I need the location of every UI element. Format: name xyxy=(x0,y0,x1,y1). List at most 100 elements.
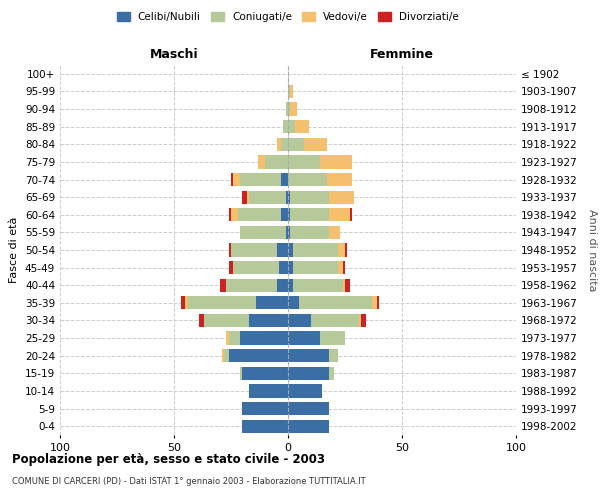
Bar xyxy=(288,296,299,310)
Bar xyxy=(320,156,352,168)
Bar xyxy=(288,349,329,362)
Bar xyxy=(290,85,293,98)
Bar xyxy=(277,244,288,256)
Bar xyxy=(359,314,361,327)
Y-axis label: Anni di nascita: Anni di nascita xyxy=(587,209,597,291)
Bar xyxy=(299,296,373,310)
Bar xyxy=(240,366,242,380)
Bar xyxy=(288,402,329,415)
Bar xyxy=(277,138,281,151)
Bar xyxy=(286,226,288,239)
Bar xyxy=(311,314,359,327)
Bar xyxy=(229,244,231,256)
Bar xyxy=(290,208,329,222)
Bar xyxy=(226,332,229,344)
Bar xyxy=(286,102,288,116)
Bar xyxy=(277,278,288,292)
Text: Popolazione per età, sesso e stato civile - 2003: Popolazione per età, sesso e stato civil… xyxy=(12,452,325,466)
Bar xyxy=(240,332,288,344)
Bar xyxy=(199,314,203,327)
Bar xyxy=(281,138,288,151)
Bar xyxy=(185,296,188,310)
Bar xyxy=(329,208,350,222)
Bar xyxy=(281,173,288,186)
Bar xyxy=(288,156,320,168)
Bar xyxy=(338,244,345,256)
Bar xyxy=(343,261,345,274)
Bar xyxy=(288,332,320,344)
Bar xyxy=(247,190,249,204)
Bar xyxy=(288,85,290,98)
Bar xyxy=(231,173,233,186)
Bar xyxy=(329,226,340,239)
Bar xyxy=(288,261,293,274)
Bar xyxy=(288,138,304,151)
Bar xyxy=(288,173,327,186)
Bar xyxy=(329,349,338,362)
Bar xyxy=(290,226,329,239)
Bar xyxy=(329,366,334,380)
Bar xyxy=(288,226,290,239)
Bar xyxy=(229,261,233,274)
Bar xyxy=(361,314,365,327)
Bar xyxy=(231,244,277,256)
Bar xyxy=(188,296,256,310)
Bar xyxy=(229,208,231,222)
Bar xyxy=(288,102,290,116)
Bar xyxy=(231,208,238,222)
Bar xyxy=(295,120,308,134)
Bar xyxy=(203,314,249,327)
Bar xyxy=(222,349,224,362)
Bar xyxy=(242,190,247,204)
Bar xyxy=(242,420,288,433)
Bar xyxy=(279,261,288,274)
Bar xyxy=(286,190,288,204)
Text: Maschi: Maschi xyxy=(149,48,199,62)
Bar xyxy=(345,244,347,256)
Bar xyxy=(220,278,226,292)
Bar xyxy=(249,314,288,327)
Bar xyxy=(288,278,293,292)
Bar xyxy=(288,314,311,327)
Bar xyxy=(329,190,354,204)
Bar xyxy=(290,190,329,204)
Bar xyxy=(288,420,329,433)
Bar xyxy=(293,261,338,274)
Bar xyxy=(283,120,288,134)
Bar xyxy=(345,278,350,292)
Bar xyxy=(343,278,345,292)
Bar xyxy=(242,366,288,380)
Bar xyxy=(288,190,290,204)
Bar xyxy=(242,402,288,415)
Bar xyxy=(288,120,295,134)
Bar xyxy=(238,208,281,222)
Bar xyxy=(229,332,240,344)
Bar xyxy=(373,296,377,310)
Bar xyxy=(290,102,297,116)
Y-axis label: Fasce di età: Fasce di età xyxy=(10,217,19,283)
Bar xyxy=(327,173,352,186)
Bar xyxy=(293,278,343,292)
Bar xyxy=(229,349,288,362)
Bar xyxy=(224,349,229,362)
Bar xyxy=(259,156,265,168)
Bar xyxy=(249,384,288,398)
Bar xyxy=(249,190,286,204)
Bar xyxy=(226,278,277,292)
Bar xyxy=(288,384,322,398)
Bar xyxy=(233,261,279,274)
Bar xyxy=(281,208,288,222)
Bar xyxy=(256,296,288,310)
Bar xyxy=(288,244,293,256)
Legend: Celibi/Nubili, Coniugati/e, Vedovi/e, Divorziati/e: Celibi/Nubili, Coniugati/e, Vedovi/e, Di… xyxy=(113,8,463,26)
Bar xyxy=(304,138,327,151)
Bar xyxy=(181,296,185,310)
Bar xyxy=(377,296,379,310)
Text: COMUNE DI CARCERI (PD) - Dati ISTAT 1° gennaio 2003 - Elaborazione TUTTITALIA.IT: COMUNE DI CARCERI (PD) - Dati ISTAT 1° g… xyxy=(12,478,365,486)
Bar xyxy=(240,173,281,186)
Bar xyxy=(338,261,343,274)
Bar xyxy=(233,173,240,186)
Bar xyxy=(240,226,286,239)
Bar xyxy=(293,244,338,256)
Bar xyxy=(350,208,352,222)
